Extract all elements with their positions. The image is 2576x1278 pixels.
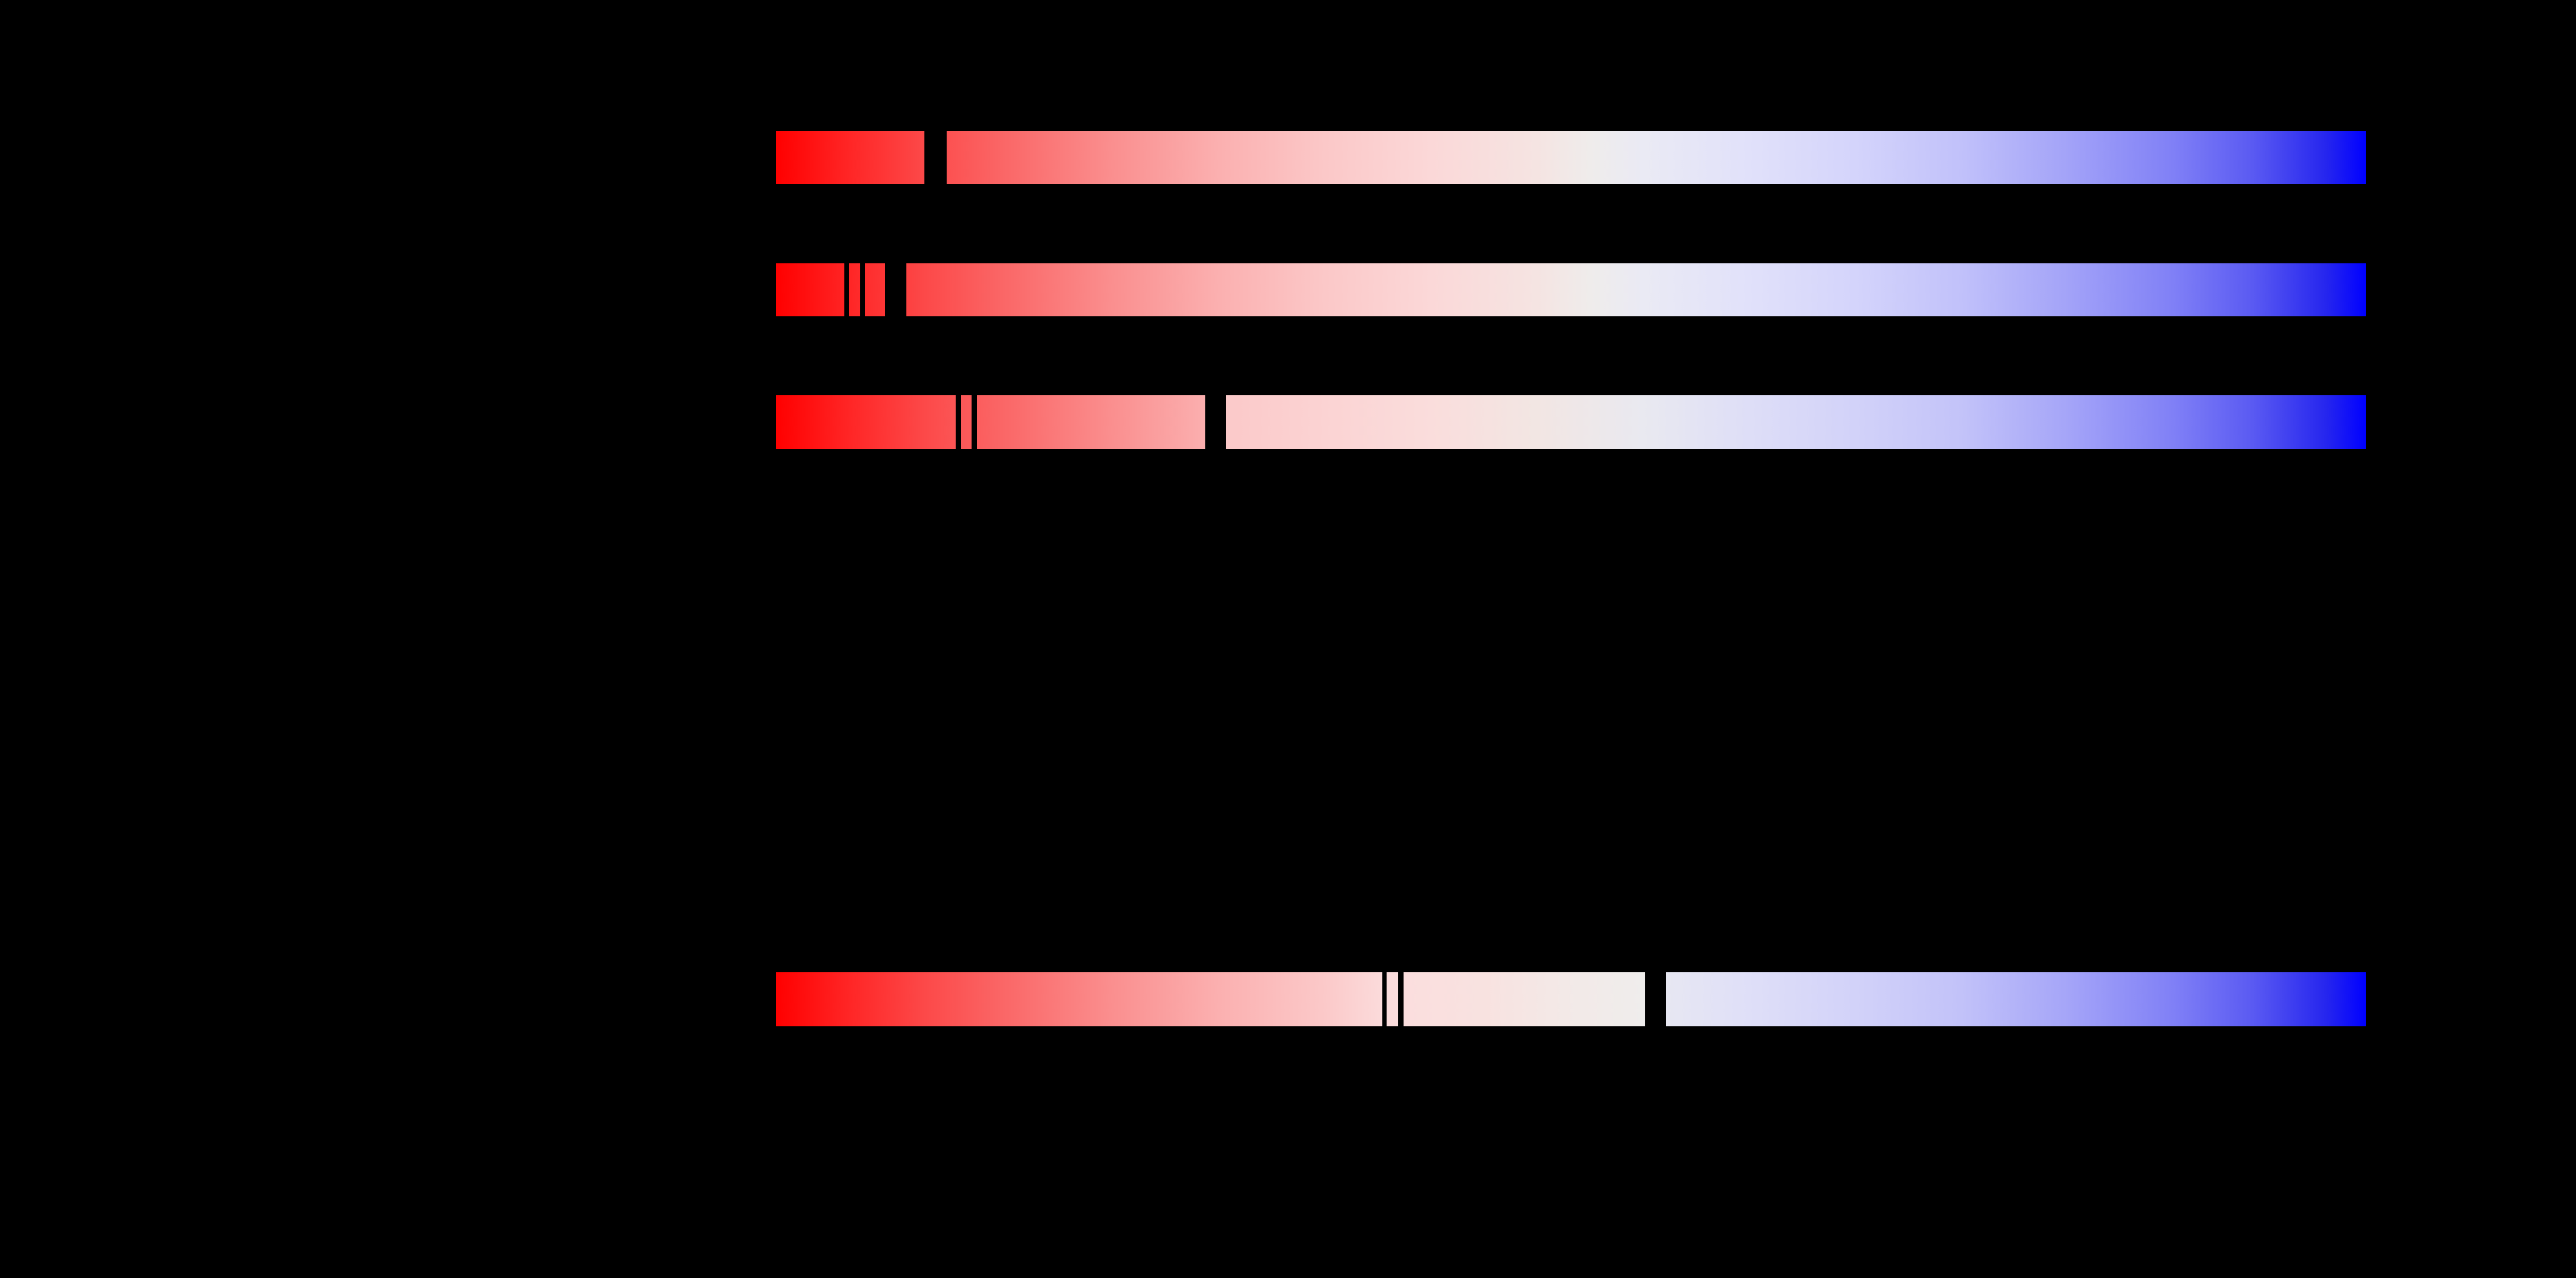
strip-4-segment-3 xyxy=(1404,972,1645,1026)
gradient-strip-1 xyxy=(776,131,2366,184)
strip-3-segment-3 xyxy=(977,395,1205,449)
strip-4-segment-1 xyxy=(776,972,1382,1026)
gradient-strip-2 xyxy=(776,263,2366,316)
strip-1-segment-1 xyxy=(776,131,924,184)
gradient-strip-4 xyxy=(776,972,2366,1026)
strip-2-segment-1 xyxy=(776,263,844,316)
strip-2-segment-3 xyxy=(865,263,885,316)
strip-4-segment-2 xyxy=(1387,972,1398,1026)
strip-2-segment-2 xyxy=(849,263,860,316)
strip-3-segment-2 xyxy=(961,395,972,449)
strip-3-segment-1 xyxy=(776,395,956,449)
strip-3-segment-4 xyxy=(1226,395,2366,449)
strip-2-segment-4 xyxy=(906,263,2366,316)
gradient-strip-3 xyxy=(776,395,2366,449)
strip-4-segment-4 xyxy=(1666,972,2366,1026)
strip-1-segment-2 xyxy=(947,131,2366,184)
